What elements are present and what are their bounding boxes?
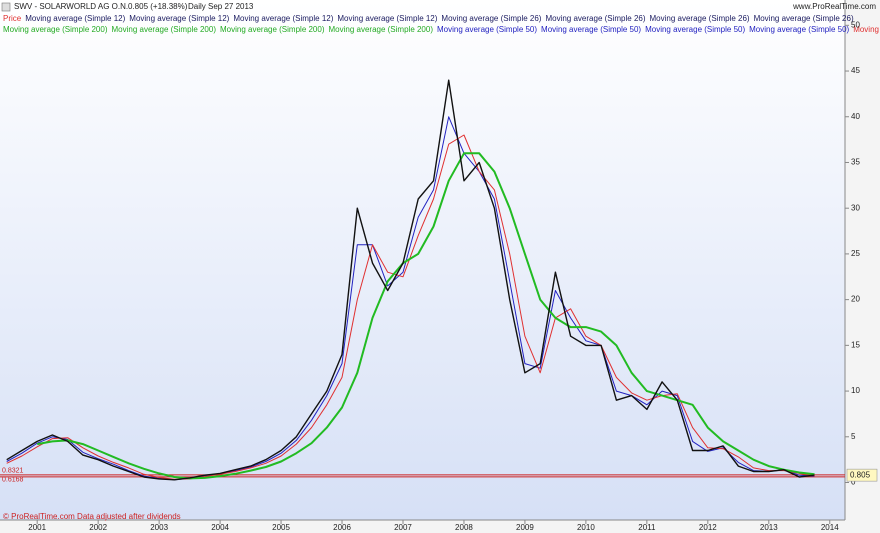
y-tick-label: 50 (851, 20, 860, 29)
legend-entry: Moving average (Simple 200) (220, 25, 325, 34)
chart-title: SWV - SOLARWORLD AG O.N. (14, 2, 128, 11)
legend-entry: Moving average (Simple 26) (754, 14, 854, 23)
x-tick-label: 2006 (333, 523, 351, 532)
x-tick-label: 2012 (699, 523, 717, 532)
legend-entry: Moving average (Simple 200) (3, 25, 108, 34)
legend-entry: Moving average (Simple 200) (329, 25, 434, 34)
y-tick-label: 10 (851, 386, 860, 395)
footer: © ProRealTime.com Data adjusted after di… (3, 512, 181, 521)
plot-area (0, 0, 845, 520)
y-tick-label: 30 (851, 203, 860, 212)
x-tick-label: 2011 (638, 523, 656, 532)
legend-entry: Moving average (Simple 50) (749, 25, 849, 34)
y-tick-label: 45 (851, 66, 860, 75)
x-tick-label: 2010 (577, 523, 595, 532)
y-tick-label: 5 (851, 432, 856, 441)
legend-entry: Moving average (Simple 50) (541, 25, 641, 34)
period: Daily Sep 27 2013 (188, 2, 254, 11)
series-line (37, 152, 815, 480)
series-line (6, 134, 815, 480)
x-tick-label: 2013 (760, 523, 778, 532)
x-tick-label: 2003 (150, 523, 168, 532)
y-tick-label: 20 (851, 295, 860, 304)
x-tick-label: 2008 (455, 523, 473, 532)
last-price-label: 0.805 (850, 470, 871, 479)
legend-entry: Moving average (Simple 26) (441, 14, 541, 23)
x-tick-label: 2005 (272, 523, 290, 532)
legend-entry: Moving average (Simple 12) (337, 14, 437, 23)
icon[interactable] (1, 2, 11, 12)
x-tick-label: 2007 (394, 523, 412, 532)
legend-entry: Moving average (Simple 100) (853, 25, 880, 34)
legend-entry: Moving average (Simple 26) (650, 14, 750, 23)
level-label: 0.6168 (2, 477, 24, 484)
legend-entry: Moving average (Simple 50) (437, 25, 537, 34)
y-tick-label: 35 (851, 158, 860, 167)
legend-entry: Moving average (Simple 12) (233, 14, 333, 23)
source: www.ProRealTime.com (792, 2, 876, 11)
last-price-box (846, 468, 878, 482)
x-tick-label: 2002 (89, 523, 107, 532)
legend-entry: Moving average (Simple 12) (25, 14, 125, 23)
legend-entry: Moving average (Simple 200) (112, 25, 217, 34)
y-tick-label: 40 (851, 112, 860, 121)
x-tick-label: 2009 (516, 523, 534, 532)
x-tick-label: 2004 (211, 523, 229, 532)
legend-entry: Moving average (Simple 26) (545, 14, 645, 23)
y-tick-label: 0 (851, 478, 856, 487)
series-line (6, 79, 815, 481)
legend-entry: Moving average (Simple 12) (129, 14, 229, 23)
y-tick-label: 15 (851, 340, 860, 349)
quote: 0.805 (+18.38%) (128, 2, 188, 11)
legend-entry: Moving average (Simple 50) (645, 25, 745, 34)
legend-entry: Price (3, 14, 22, 23)
series-line (6, 116, 815, 481)
x-tick-label: 2014 (821, 523, 839, 532)
y-tick-label: 25 (851, 249, 860, 258)
x-tick-label: 2001 (28, 523, 46, 532)
level-label: 0.8321 (2, 468, 24, 475)
